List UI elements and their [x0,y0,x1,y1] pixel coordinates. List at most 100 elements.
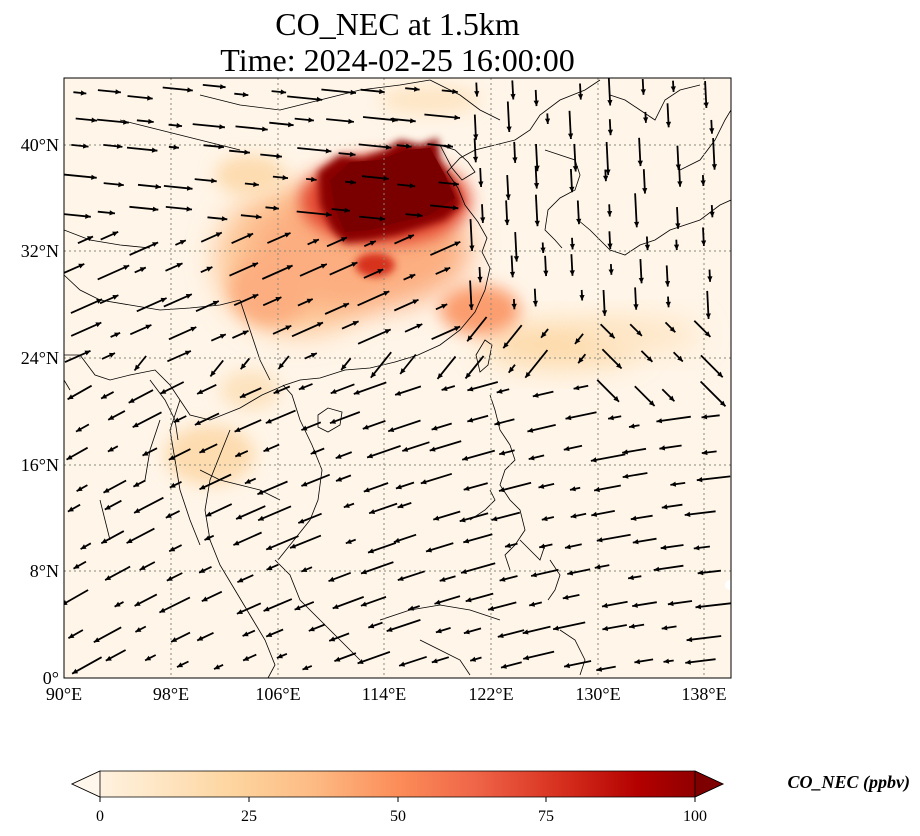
wind-vector-head [199,568,206,573]
wind-vector [430,240,461,256]
wind-vector-head [447,143,453,149]
wind-vector-head [397,576,404,581]
wind-vector-head [569,270,575,276]
wind-vector-head [335,453,342,459]
wind-vector-head [665,121,672,128]
wind-vector-head [488,605,494,611]
wind-vector-head [166,575,173,581]
wind-vector-head [431,658,438,664]
lat-label-16: 16°N [21,455,59,475]
wind-vector-head [176,263,183,268]
wind-vector-head [190,326,197,332]
wind-vector-head [369,509,376,514]
wind-vector-head [454,241,461,247]
wind-vector-head [288,122,294,128]
wind-vector-head [147,95,153,101]
wind-vector-head [298,384,305,390]
wind-vector-head [357,659,364,664]
lat-label-32: 32°N [21,241,59,261]
wind-vector-head [211,178,217,184]
wind-vector-head [80,544,87,550]
wind-vector-head [402,446,409,452]
wind-vector-head [280,89,287,95]
wind-vector [357,651,391,665]
wind-vector [287,95,323,101]
wind-vector-head [697,570,704,576]
wind-vector-head [541,516,548,522]
wind-vector-head [412,299,419,305]
wind-vector-head [420,479,427,485]
wind-vector-head [242,330,249,336]
wind-vector-head [709,211,715,218]
wind-vector-head [278,363,284,369]
wind-vector-head [410,118,416,124]
wind-vector-head [152,242,159,247]
wind-vector-head [570,486,576,492]
wind-vector-head [282,175,288,181]
wind-vector-head [462,455,469,461]
wind-vector-head [301,481,308,487]
wind-vector-head [330,418,336,424]
wind-vector-head [350,179,356,185]
wind-vector-head [134,601,141,606]
wind-vector-head [247,233,254,239]
lat-label-8: 8°N [30,561,59,581]
wind-vector-head [661,504,668,510]
wind-vector-head [632,539,639,545]
wind-vector-head [310,353,317,358]
wind-vector-head [701,414,708,420]
wind-vector-head [233,540,240,546]
wind-vector-head [693,545,700,551]
wind-vector-head [444,267,451,273]
wind-vector-head [670,481,677,487]
wind-vector-head [395,484,402,490]
wind-vector-head [719,400,726,407]
wind-vector-head [468,304,474,310]
wind-vector-head [596,666,603,672]
wind-vector-head [369,240,376,246]
wind-vector-head [572,166,578,172]
wind-vector [71,656,103,675]
wind-vector-head [602,602,608,609]
wind-vector-head [543,270,549,277]
lat-label-0: 0° [43,668,59,688]
wind-vector-head [437,373,443,379]
wind-vector-head [343,303,349,308]
wind-vector-head [431,425,438,431]
wind-vector-head [407,234,414,240]
wind-vector [289,534,322,549]
wind-vector-head [386,626,393,632]
wind-vector-head [67,506,74,512]
wind-vector-head [661,625,668,631]
wind-vector-head [494,420,501,426]
wind-vector-head [569,243,575,250]
wind-vector-head [704,331,711,337]
wind-vector [296,210,332,216]
wind-vector-head [705,313,711,319]
wind-vector-head [316,96,323,102]
wind-vector-head [85,213,91,219]
wind-vector-head [107,446,114,452]
wind-vector-head [311,176,317,182]
wind-vector [159,596,191,614]
lon-label-138: 138°E [681,684,726,704]
wind-vector-head [276,653,283,659]
wind-vector-head [527,427,534,433]
wind-vector-head [348,118,354,124]
wind-vector-head [439,576,446,582]
wind-vector-head [463,538,470,544]
wind-vector-head [252,262,258,268]
wind-vector-head [72,668,79,674]
wind-vector-head [265,418,272,424]
wind-vector-head [409,274,416,280]
wind-vector-head [622,473,629,479]
wind-vector-head [308,117,314,123]
map-frame [63,77,732,679]
wind-vector-head [636,330,642,336]
wind-vector-head [634,659,641,665]
wind-vector-head [134,364,140,371]
wind-vector-head [512,157,518,163]
wind-vector-head [510,93,516,100]
wind-vector-head [508,366,515,373]
wind-vector-head [630,515,637,521]
